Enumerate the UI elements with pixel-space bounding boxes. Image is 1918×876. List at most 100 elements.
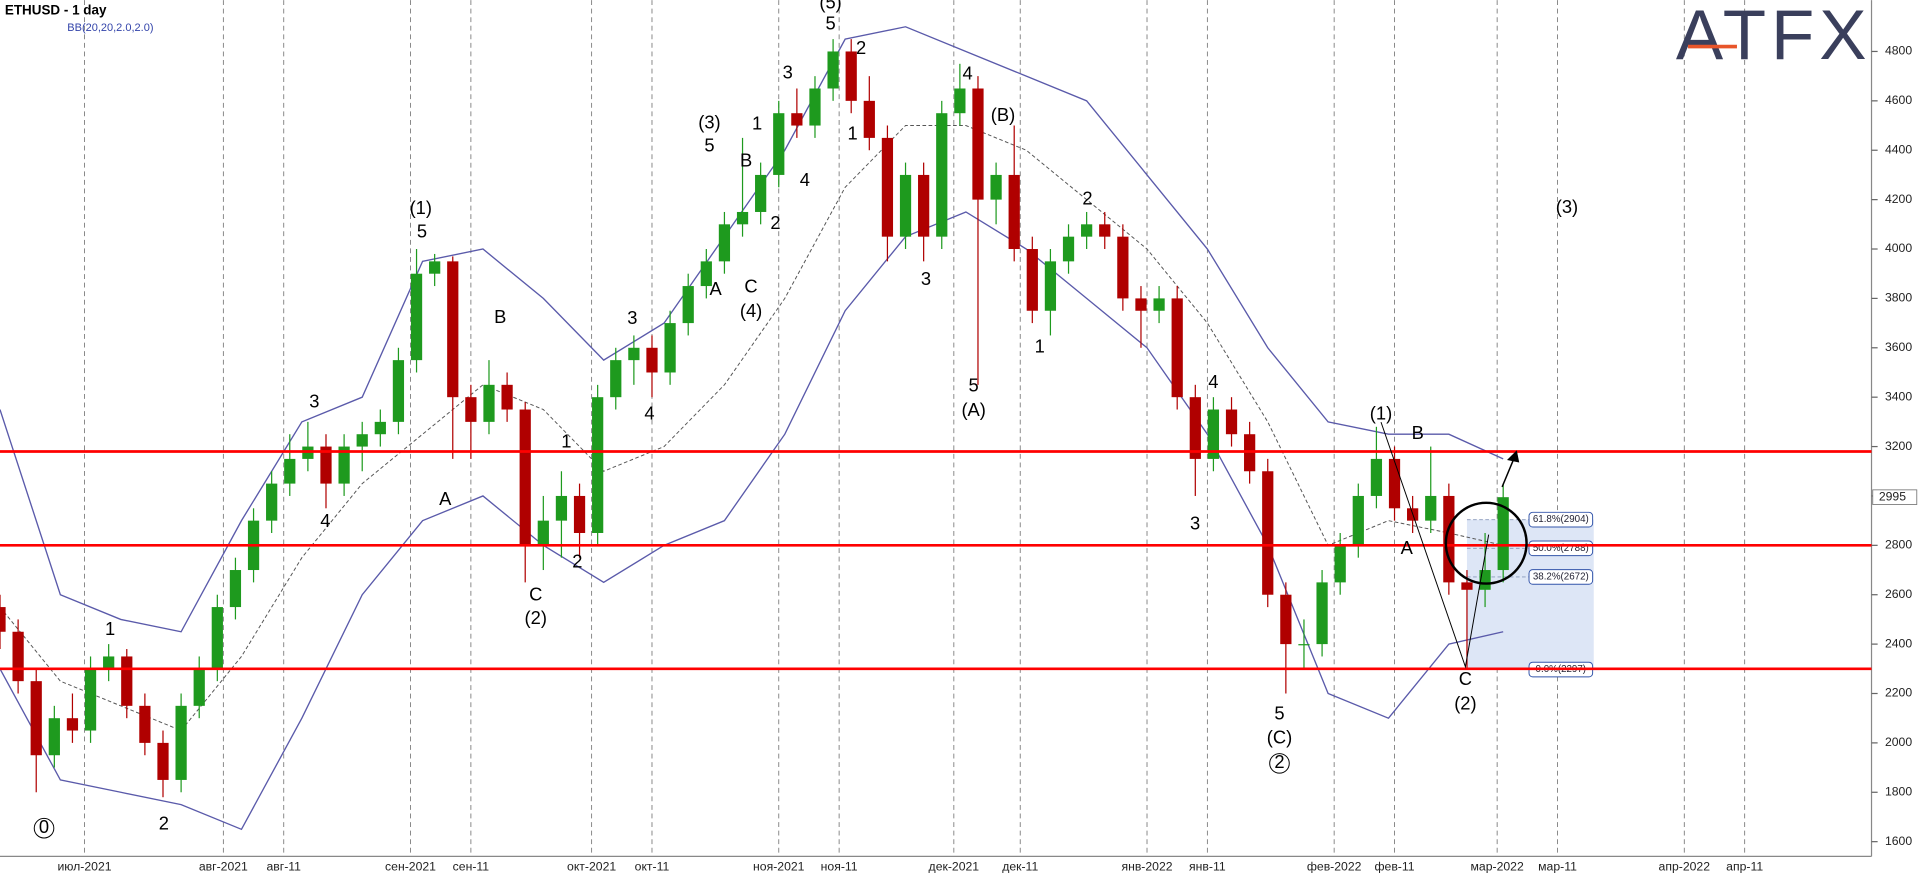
wave-label: A [709,278,722,299]
wave-label: 3 [783,61,793,82]
candle-body [1044,261,1057,311]
candle-body [266,483,278,521]
candle-body [447,261,459,398]
candle-body [1316,582,1328,645]
candle-body [682,286,694,324]
x-tick-label: мар-2022 [1471,860,1524,874]
candle-body [465,397,477,422]
candle-body [229,570,242,608]
candle-body [1388,458,1401,509]
candle-body [1135,298,1147,311]
candle-body [1207,409,1220,459]
candle-body [157,742,169,780]
x-tick-label: окт-11 [635,860,670,874]
candle-body [537,520,549,546]
x-tick-label: фев-11 [1374,860,1414,874]
candle-body [1153,298,1165,311]
wave-label: 5 [417,220,427,241]
wave-label: (3) [1556,196,1578,217]
candle-body [1298,644,1310,646]
x-tick-label: ноя-2021 [753,860,805,874]
wave-circle [33,817,55,839]
candle-body [193,668,205,706]
wave-label: (1) [410,197,432,218]
wave-label: 2 [159,812,169,833]
x-tick-label: дек-2021 [929,860,980,874]
wave-label: B [494,306,506,327]
arrow-shaft [1501,457,1516,488]
wave-label: 2 [572,551,582,572]
x-tick-label: апр-2022 [1659,860,1711,874]
y-tick-label: 3600 [1885,340,1912,354]
candle-body [555,495,568,521]
candle-body [990,174,1002,200]
wave-label: A [439,488,452,509]
x-tick-label: дек-11 [1002,860,1038,874]
wave-label: 1 [752,113,762,134]
candle-body [84,668,97,731]
candle-body [1370,458,1383,496]
wave-label: (1) [1370,403,1392,424]
wave-label: 5 [825,12,835,33]
candle-body [881,137,894,237]
candle-body [1189,397,1201,459]
wave-label: C [1459,668,1472,689]
wave-label: 4 [320,510,330,531]
y-tick-label: 4200 [1885,192,1912,206]
candle-body [936,113,948,237]
wave-line [1380,421,1490,669]
candle-body [1171,298,1183,398]
wave-label: 2 [856,37,866,58]
x-tick-label: янв-11 [1189,860,1226,874]
candle-body [139,705,151,743]
candle-body [103,656,115,669]
candle-body [519,409,531,546]
wave-circle [1269,753,1290,774]
x-tick-label: июл-2021 [57,860,111,874]
wave-label: 5 [969,374,979,395]
wave-label: 4 [962,63,972,84]
candle-body [1334,545,1346,583]
highlight-circle [1444,501,1528,585]
candle-body [646,347,658,373]
wave-label: 2 [770,212,780,233]
x-tick-label: окт-2021 [567,860,616,874]
candle-body [338,446,350,484]
candle-body [356,434,368,447]
candle-body [483,384,495,422]
x-tick-label: сен-11 [453,860,490,874]
band-upper [0,26,1504,633]
indicator-label: BB(20,20,2.0,2.0) [67,22,153,34]
x-tick-label: сен-2021 [385,860,436,874]
candle-body [845,51,857,101]
candle-body [1352,495,1364,546]
candle-body [66,718,79,731]
candle-body [573,495,586,533]
y-tick-label: 4600 [1885,93,1912,107]
y-tick-label: 4800 [1885,44,1912,58]
candle-body [1081,224,1093,237]
candle-body [1479,570,1491,590]
candle-body [175,705,187,780]
fib-label-box [1528,569,1594,585]
candle-body [1117,236,1129,299]
candle-body [429,261,441,274]
x-tick-label: ноя-11 [821,860,858,874]
candle-body [1062,236,1075,262]
candle-body [664,323,676,373]
wave-label: 1 [561,431,571,452]
candle-body [48,718,60,756]
wave-label: 0 [39,816,49,837]
x-tick-label: авг-2021 [199,860,248,874]
wave-label: (B) [991,104,1015,125]
candle-body [972,88,984,200]
wave-label: 5 [704,135,714,156]
candle-body [1262,471,1274,595]
candle-body [1225,409,1238,435]
candle-body [374,421,386,435]
y-tick-label: 1600 [1885,834,1912,848]
candle-body [12,631,24,682]
wave-label: (3) [698,111,720,132]
candle-body [121,656,133,706]
